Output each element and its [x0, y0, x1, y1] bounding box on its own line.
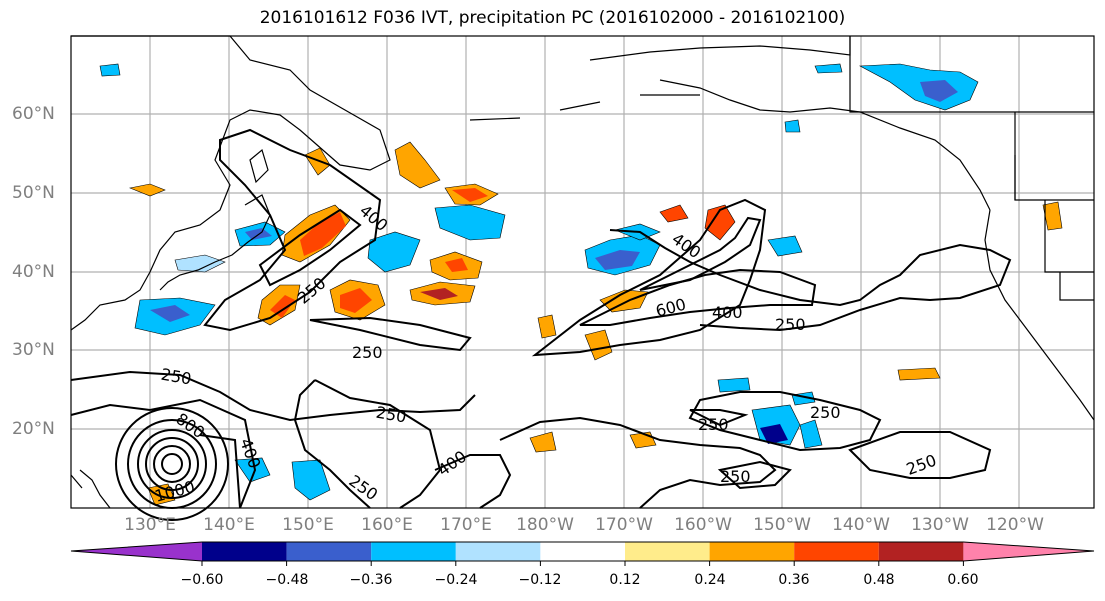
colorbar-bin — [455, 542, 541, 561]
colorbar-bin — [202, 542, 287, 561]
contour-label: 250 — [698, 415, 729, 434]
lon-label: 160°W — [674, 515, 732, 535]
colorbar-bin — [878, 542, 964, 561]
lon-label: 130°W — [911, 515, 969, 535]
lon-label: 130°E — [124, 515, 176, 535]
lat-label: 40°N — [12, 262, 55, 282]
colorbar-bin — [286, 542, 372, 561]
lon-label: 170°E — [440, 515, 492, 535]
lon-label: 120°W — [986, 515, 1044, 535]
colorbar-tick-label: 0.36 — [778, 572, 810, 588]
colorbar-tick-label: −0.48 — [265, 572, 309, 588]
lon-label: 140°E — [203, 515, 255, 535]
colorbar-tick-label: −0.36 — [349, 572, 393, 588]
lat-label: 50°N — [12, 183, 55, 203]
lat-label: 20°N — [12, 419, 55, 439]
colorbar-bin — [709, 542, 795, 561]
colorbar-tick-label: −0.60 — [180, 572, 224, 588]
map-title: 2016101612 F036 IVT, precipitation PC (2… — [259, 8, 846, 28]
colorbar-bin — [794, 542, 879, 561]
contour-label: 400 — [712, 303, 743, 322]
lon-label: 180°W — [516, 515, 574, 535]
colorbar-tick-label: 0.12 — [609, 572, 641, 588]
lat-label: 60°N — [12, 104, 55, 124]
colorbar-bin — [625, 542, 710, 561]
colorbar-extend-low — [71, 542, 202, 561]
colorbar-tick-label: −0.24 — [434, 572, 478, 588]
coastlines — [70, 35, 1095, 509]
contour-label: 250 — [720, 467, 751, 486]
colorbar-extend-high — [963, 542, 1094, 561]
contour-label: 250 — [775, 315, 806, 334]
colorbar-tick-label: 0.48 — [863, 572, 895, 588]
colorbar-bin — [371, 542, 456, 561]
colorbar-tick-label: 0.60 — [947, 572, 979, 588]
map-panel: 400 250 250 250 250 400 250 400 600 400 … — [70, 35, 1095, 521]
ivt-contours — [70, 128, 1012, 521]
lon-label: 170°W — [595, 515, 653, 535]
precip-shading — [99, 63, 1063, 506]
lon-label: 160°E — [361, 515, 413, 535]
contour-label: 250 — [810, 403, 841, 422]
colorbar-tick-label: −0.12 — [518, 572, 562, 588]
contour-label: 250 — [352, 343, 383, 362]
colorbar-bin — [540, 542, 625, 561]
lon-label: 140°W — [832, 515, 890, 535]
colorbar-tick-label: 0.24 — [694, 572, 726, 588]
colorbar — [70, 541, 1095, 566]
lat-label: 30°N — [12, 340, 55, 360]
lon-label: 150°E — [282, 515, 334, 535]
lon-label: 150°W — [753, 515, 811, 535]
